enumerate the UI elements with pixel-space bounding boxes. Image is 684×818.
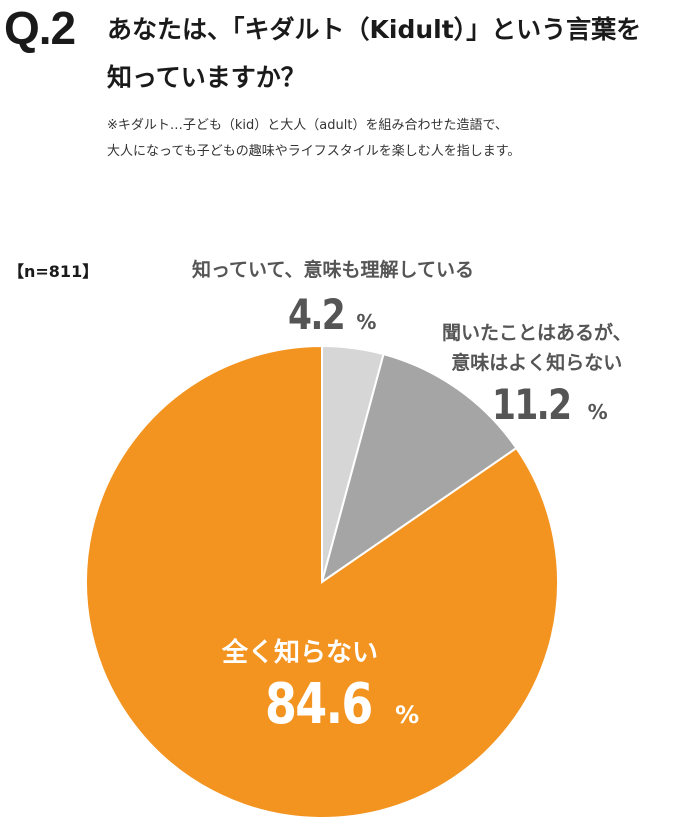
slice-label-aware: 知っていて、意味も理解している [192, 255, 474, 285]
percent-sign: % [395, 701, 420, 729]
slice-value-heard: 11.2% [492, 380, 608, 429]
slice-label-text: 知っていて、意味も理解している [192, 259, 474, 281]
slice-value-number: 4.2 [288, 290, 346, 339]
question-title-line: あなたは、「キダルト（Kidult）」という言葉を [107, 15, 642, 44]
sample-size-label: 【n=811】 [8, 262, 99, 281]
slice-value-number: 11.2 [492, 380, 572, 429]
slice-label-text: 全く知らない [222, 638, 379, 668]
percent-sign: % [356, 310, 377, 334]
pie-slice-unaware [85, 344, 559, 818]
slice-label-heard: 聞いたことはあるが、 意味はよく知らない [442, 318, 632, 378]
slice-value-unaware: 84.6% [265, 672, 419, 737]
percent-sign: % [587, 400, 608, 424]
pie-slice-heard [320, 352, 518, 585]
question-title-line: 知っていますか？ [107, 63, 306, 92]
note-line: 大人になっても子どもの趣味やライフスタイルを楽しむ人を指します。 [107, 144, 521, 159]
slice-label-text: 意味はよく知らない [451, 352, 623, 374]
slice-value-aware: 4.2% [288, 290, 376, 339]
slice-label-unaware: 全く知らない [222, 638, 378, 668]
slice-label-text: 聞いたことはあるが、 [442, 322, 632, 344]
slice-value-number: 84.6 [265, 672, 373, 737]
question-title: あなたは、「キダルト（Kidult）」という言葉を 知っていますか？ [107, 6, 677, 102]
definition-note: ※キダルト…子ども（kid）と大人（adult）を組み合わせた造語で、 大人にな… [107, 113, 677, 165]
question-number: Q.2 [4, 2, 76, 54]
note-line: ※キダルト…子ども（kid）と大人（adult）を組み合わせた造語で、 [107, 118, 508, 133]
